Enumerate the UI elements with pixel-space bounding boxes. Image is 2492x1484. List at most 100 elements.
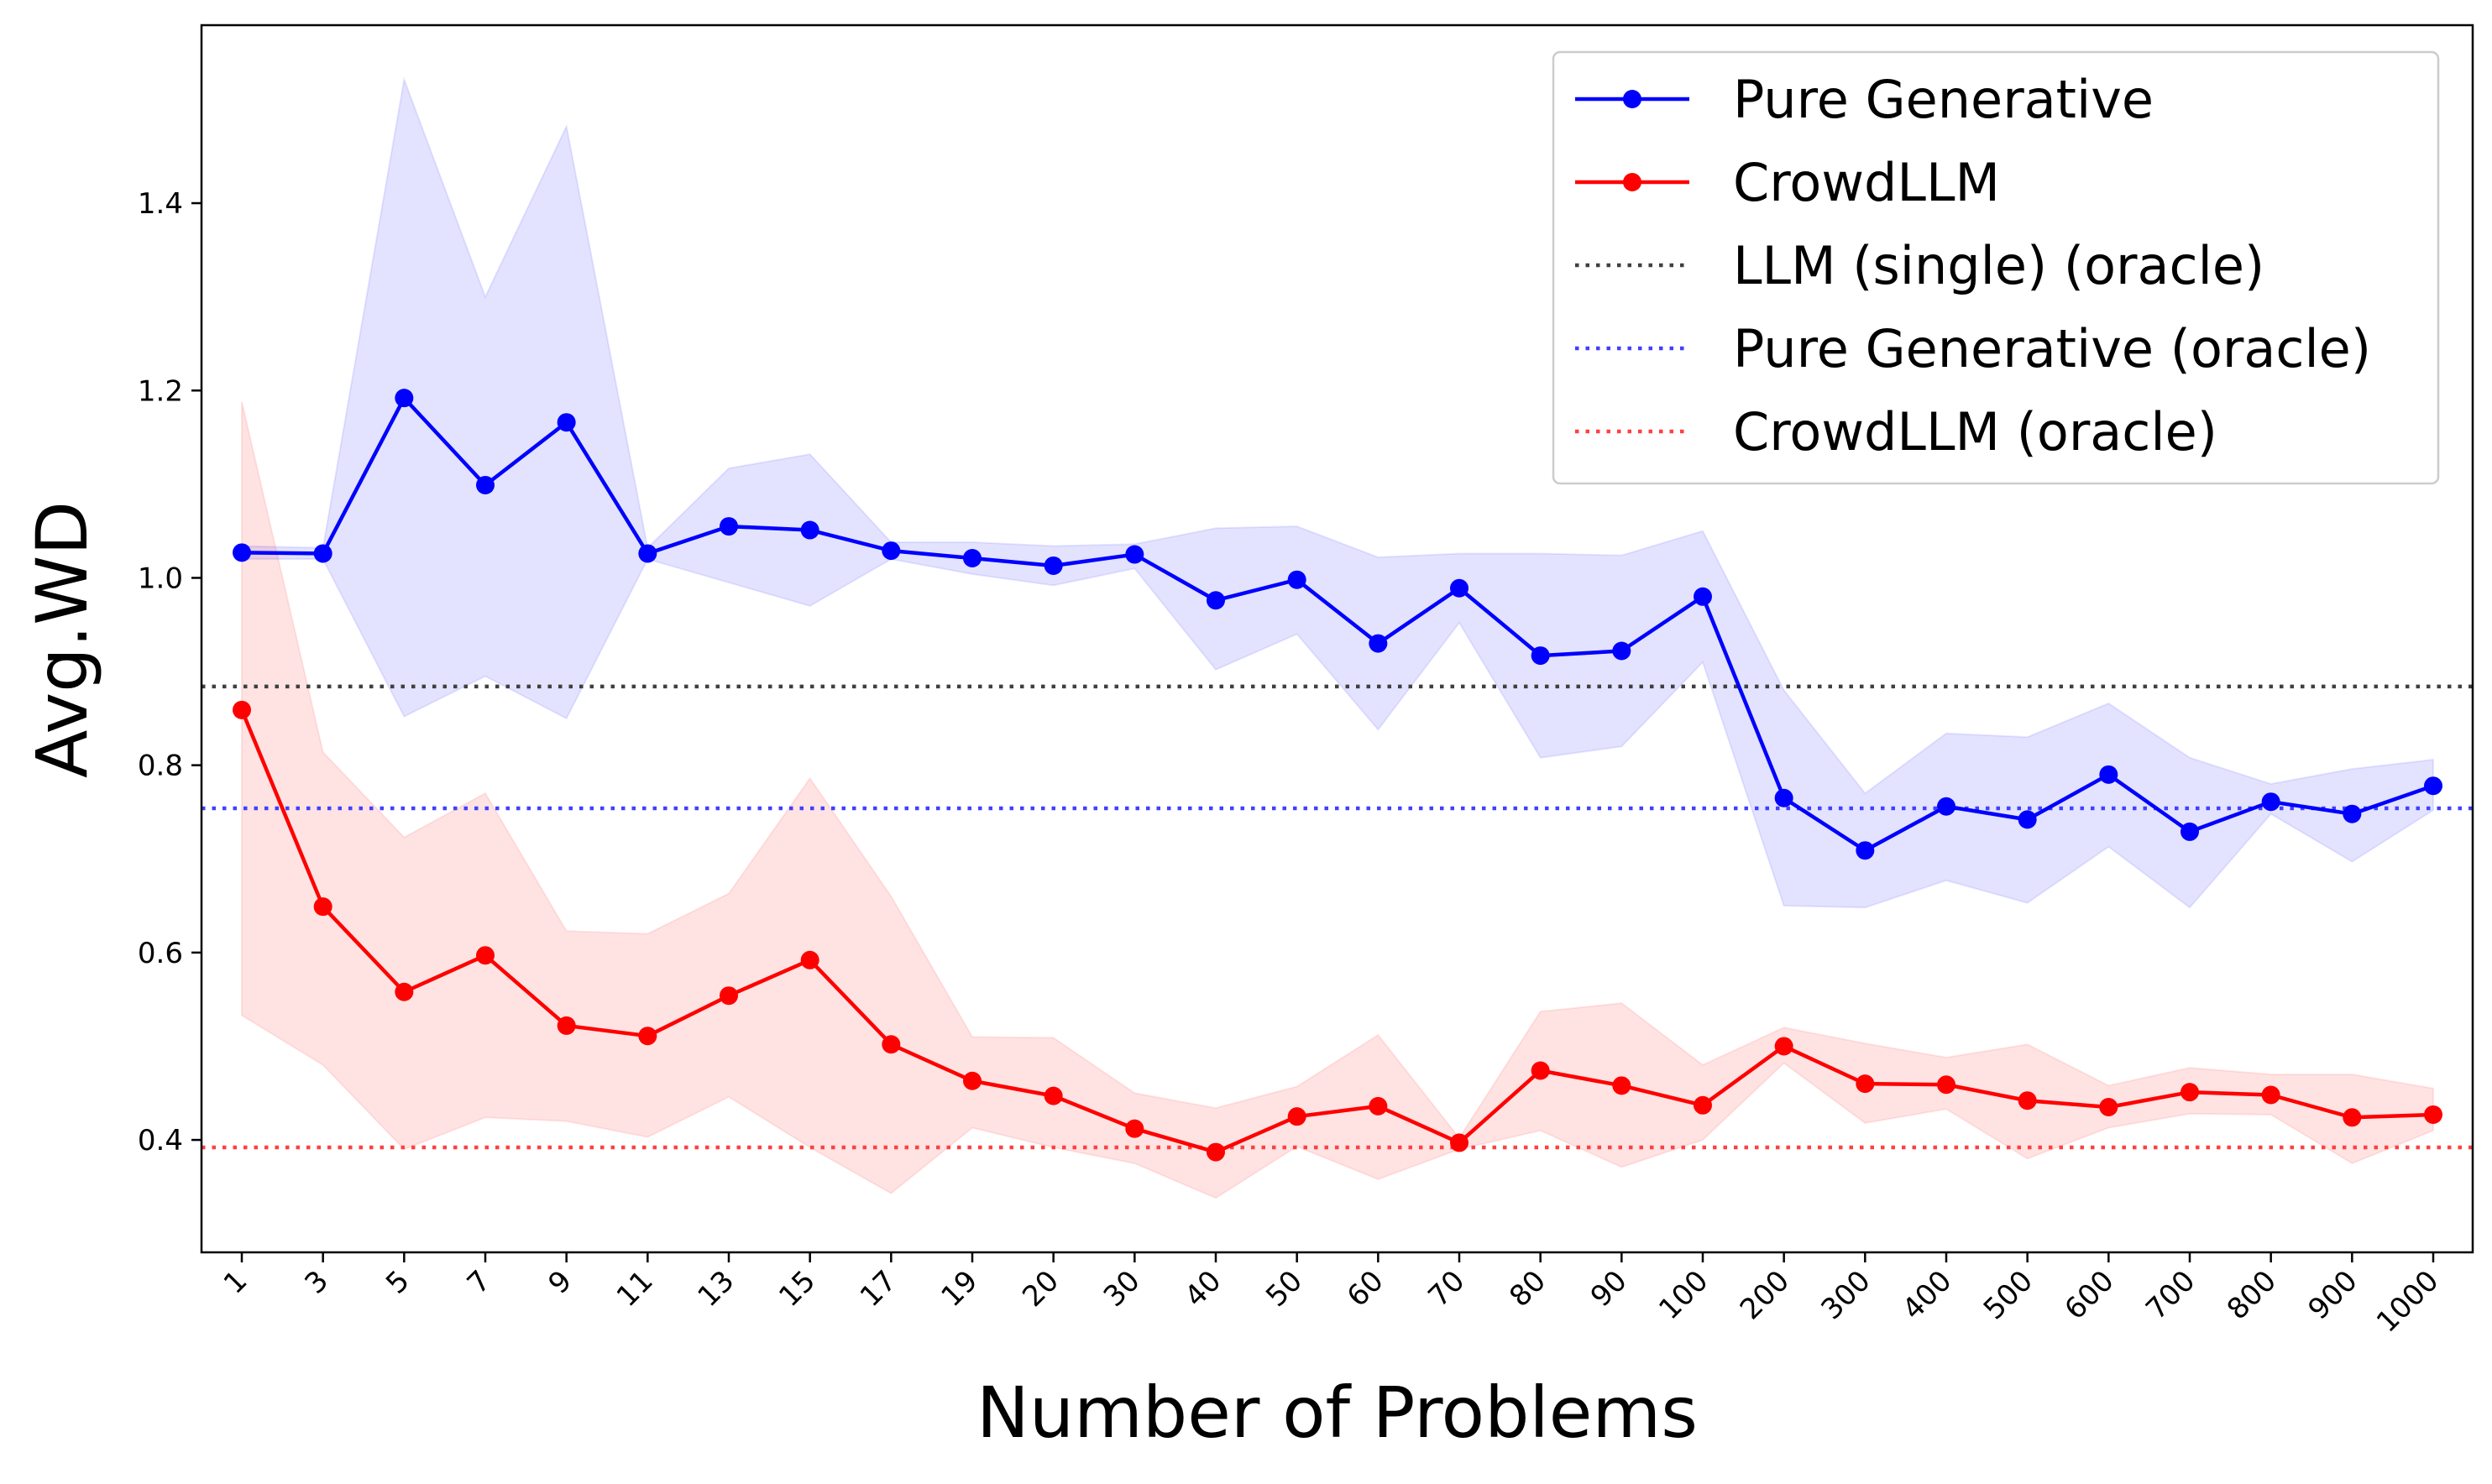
point-0-23 xyxy=(2099,765,2118,784)
y-tick-label: 1.2 xyxy=(138,374,183,408)
point-1-11 xyxy=(1125,1119,1144,1138)
point-1-6 xyxy=(720,986,738,1006)
point-0-0 xyxy=(233,543,251,562)
y-tick-label: 0.6 xyxy=(138,937,183,970)
point-0-9 xyxy=(963,549,982,568)
y-tick-label: 0.8 xyxy=(138,750,183,783)
x-tick-label: 30 xyxy=(1097,1264,1147,1314)
x-tick-label: 90 xyxy=(1584,1264,1634,1314)
y-tick-label: 1.4 xyxy=(138,187,183,221)
point-0-24 xyxy=(2180,822,2199,841)
point-1-13 xyxy=(1287,1107,1306,1126)
plot-frame xyxy=(200,24,2474,1254)
point-1-7 xyxy=(800,950,819,969)
point-1-1 xyxy=(313,897,332,917)
point-0-11 xyxy=(1125,545,1144,564)
point-1-8 xyxy=(882,1035,901,1054)
reference-lines xyxy=(202,684,2473,1150)
x-tick-label: 1 xyxy=(217,1264,254,1301)
point-0-2 xyxy=(395,389,414,408)
y-tick-label: 0.4 xyxy=(138,1124,183,1157)
point-1-10 xyxy=(1044,1086,1063,1105)
point-0-27 xyxy=(2424,776,2442,796)
x-tick-label: 300 xyxy=(1815,1264,1877,1326)
x-tick-label: 7 xyxy=(461,1264,498,1301)
point-1-12 xyxy=(1207,1142,1225,1162)
legend-box xyxy=(1552,50,2440,485)
x-tick-label: 20 xyxy=(1016,1264,1065,1314)
legend-label: Pure Generative (oracle) xyxy=(1733,318,2371,379)
point-1-15 xyxy=(1450,1133,1468,1152)
x-tick-label: 19 xyxy=(934,1264,984,1314)
legend-label: LLM (single) (oracle) xyxy=(1733,235,2264,296)
point-0-19 xyxy=(1774,788,1793,807)
x-tick-label: 80 xyxy=(1503,1264,1552,1314)
x-tick-label: 100 xyxy=(1652,1264,1715,1326)
point-0-5 xyxy=(638,544,657,563)
series-markers xyxy=(233,389,2442,1162)
point-0-16 xyxy=(1531,646,1550,666)
legend-label: CrowdLLM xyxy=(1733,152,2000,213)
point-1-22 xyxy=(2018,1091,2037,1110)
x-tick-label: 50 xyxy=(1259,1264,1309,1314)
point-0-21 xyxy=(1937,797,1955,816)
point-0-10 xyxy=(1044,556,1063,575)
point-1-0 xyxy=(233,700,251,719)
point-1-20 xyxy=(1856,1074,1875,1094)
series-lines xyxy=(239,395,2434,1154)
point-1-5 xyxy=(638,1027,657,1046)
y-tick-label: 1.0 xyxy=(138,562,183,595)
point-0-20 xyxy=(1856,841,1875,860)
point-1-23 xyxy=(2099,1098,2118,1117)
point-0-14 xyxy=(1369,634,1388,653)
point-0-26 xyxy=(2343,804,2362,823)
x-tick-label: 5 xyxy=(380,1264,416,1301)
y-axis-title: Avg.WD xyxy=(21,501,103,778)
x-tick-label: 9 xyxy=(542,1264,578,1301)
x-tick-label: 70 xyxy=(1421,1264,1471,1314)
x-tick-label: 900 xyxy=(2302,1264,2364,1326)
point-0-25 xyxy=(2261,792,2280,812)
point-0-3 xyxy=(476,475,495,494)
point-1-14 xyxy=(1369,1096,1388,1116)
point-0-18 xyxy=(1694,587,1712,606)
x-tick-label: 3 xyxy=(298,1264,335,1301)
series-line-1 xyxy=(239,708,2434,1154)
point-1-16 xyxy=(1531,1061,1550,1080)
point-1-18 xyxy=(1694,1095,1712,1115)
point-1-4 xyxy=(557,1016,576,1035)
point-1-17 xyxy=(1612,1076,1631,1095)
x-tick-label: 40 xyxy=(1178,1264,1228,1314)
x-tick-label: 60 xyxy=(1341,1264,1390,1314)
legend-label: Pure Generative xyxy=(1733,69,2154,130)
point-1-19 xyxy=(1774,1037,1793,1056)
point-0-7 xyxy=(800,520,819,540)
confidence-bands xyxy=(241,76,2434,1199)
x-tick-label: 600 xyxy=(2059,1264,2121,1326)
point-1-3 xyxy=(476,946,495,965)
point-0-4 xyxy=(557,413,576,432)
x-tick-label: 800 xyxy=(2221,1264,2283,1326)
point-0-13 xyxy=(1287,570,1306,589)
x-tick-label: 17 xyxy=(854,1264,903,1314)
series-line-0 xyxy=(241,395,2434,853)
point-0-6 xyxy=(720,517,738,536)
point-0-12 xyxy=(1207,591,1225,610)
x-tick-label: 1000 xyxy=(2370,1264,2445,1339)
x-tick-label: 11 xyxy=(610,1264,660,1314)
point-1-24 xyxy=(2180,1083,2199,1102)
x-axis-ticks: 1 3 5 7 9 11 13 15 17 19 20 30 40 50 60 70 80 90 100 200 300… xyxy=(217,1252,2445,1340)
point-1-21 xyxy=(1937,1075,1955,1095)
legend-swatch-marker xyxy=(1623,173,1641,191)
point-1-26 xyxy=(2343,1108,2362,1127)
legend-swatch-marker xyxy=(1623,90,1641,108)
x-tick-label: 700 xyxy=(2139,1264,2201,1326)
band-0 xyxy=(241,76,2434,909)
point-1-2 xyxy=(395,982,414,1001)
band-1 xyxy=(241,401,2434,1199)
point-1-27 xyxy=(2424,1105,2442,1124)
point-0-17 xyxy=(1612,641,1631,661)
x-tick-label: 13 xyxy=(691,1264,741,1314)
x-axis-title: Number of Problems xyxy=(976,1372,1698,1454)
point-0-8 xyxy=(882,541,901,561)
